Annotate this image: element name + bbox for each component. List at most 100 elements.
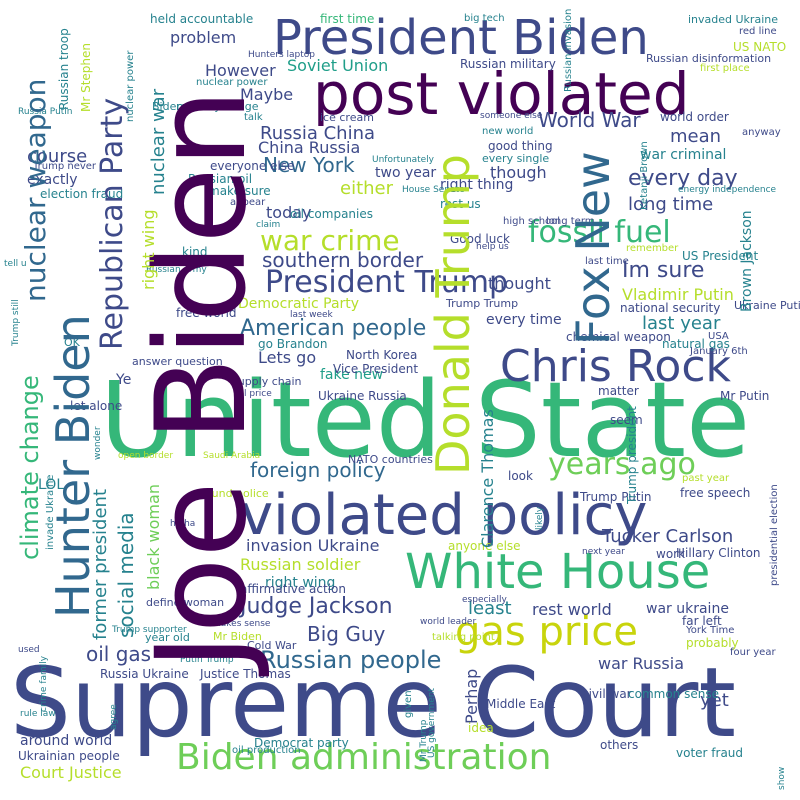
word-remember: last time xyxy=(585,256,629,267)
word-russian-soldier: Russian soldier xyxy=(240,555,361,574)
word-appear: everyone else xyxy=(210,159,295,173)
word-trump-putin: Trump Putin xyxy=(580,490,652,504)
word-russian-military: war ukraine xyxy=(646,601,729,617)
word-court-justice: Court Justice xyxy=(20,763,122,782)
word-talk: Biden family xyxy=(152,100,221,113)
word-oil-companies: oil companies xyxy=(290,207,373,221)
word-world-war: World War xyxy=(538,108,641,132)
word-supply-chain: answer question xyxy=(132,355,223,368)
word-donald-trump: Donald Trump xyxy=(426,154,480,475)
word-russian-troop: Russian troop xyxy=(57,28,71,110)
word-seem: seem xyxy=(610,413,643,427)
word-chris-rock: Chris Rock xyxy=(500,341,732,392)
word-make-sure: make sure xyxy=(208,184,271,198)
word-nuclear-power: nuclear power xyxy=(125,50,136,122)
word-voter-fraud: voter fraud xyxy=(676,746,744,760)
word-mr-stephen: Mr Stephen xyxy=(79,42,93,112)
word-fox-new: Fox New xyxy=(566,151,620,345)
word-violated-policy: violated policy xyxy=(240,483,648,548)
word-united-state: United State xyxy=(100,359,751,481)
word-biden-family: regime change xyxy=(176,100,259,113)
word-invaded-ukraine: invaded Ukraine xyxy=(688,13,778,26)
word-usa: Ukraine Putin xyxy=(734,299,800,312)
word-election-fraud: Russia Putin xyxy=(18,107,73,117)
word-putin-trump: makes sense xyxy=(212,619,271,629)
word-trump-president: Trump president xyxy=(625,406,639,504)
word-yet: yet xyxy=(700,690,729,711)
word-idea: idea xyxy=(468,721,494,735)
word-ukraine-russia: Ukraine Russia xyxy=(318,389,407,403)
word-president-biden: President Biden xyxy=(273,10,649,66)
word-two-year: two year xyxy=(375,165,437,181)
word-vice-president: Vice President xyxy=(333,362,419,376)
word-used: rule law xyxy=(20,709,56,719)
word-anyone-else: anyone else xyxy=(448,539,521,553)
word-civil-war: civil war xyxy=(582,687,632,701)
word-im-sure: Im sure xyxy=(622,258,705,283)
word-nuclear-weapon: nuclear weapon xyxy=(19,78,52,302)
word-vladimir-putin: Vladimir Putin xyxy=(622,285,734,304)
word-mr-trump: given xyxy=(403,690,414,718)
word-war-russia: war Russia xyxy=(598,654,685,673)
word-north-korea: North Korea xyxy=(346,348,418,362)
word-long-time: long time xyxy=(628,194,714,215)
word-rule-law: crime family xyxy=(39,655,49,712)
word-lol: LOL xyxy=(38,477,65,493)
word-tucker-carlson: Tucker Carlson xyxy=(602,526,734,547)
word-makes-sense: Trump supporter xyxy=(112,625,187,635)
word-last-week: January 6th xyxy=(690,346,748,357)
word-today: today xyxy=(266,203,312,222)
word-biden-administration: Biden administration xyxy=(176,737,552,778)
word-someone-else: ice cream xyxy=(320,111,374,124)
word-oil-price: supply chain xyxy=(232,375,302,388)
word-ukraine-putin: Trump Trump xyxy=(446,297,519,310)
word-ketanji-brown: Ketanji Brown xyxy=(639,141,650,210)
word-russian-people: Russian people xyxy=(260,646,442,674)
word-far-left: far left xyxy=(682,614,722,628)
word-russian-army: instead xyxy=(174,257,211,268)
word-every-day: every day xyxy=(628,166,738,191)
word-russia-china: Russia China xyxy=(260,123,376,144)
word-nuclear-war: nuclear war xyxy=(148,88,169,195)
word-supreme-court: Supreme Court xyxy=(10,647,736,759)
word-good-luck: claim xyxy=(256,220,281,230)
word-problem: problem xyxy=(170,28,237,47)
word-national-security: national security xyxy=(620,301,721,315)
word-help-us: remember xyxy=(626,243,679,254)
word-war-crime: war crime xyxy=(260,224,400,257)
word-social-media: social media xyxy=(114,512,138,638)
word-ukrainian-people: Ukrainian people xyxy=(18,749,120,763)
word-lets-go: Russian military xyxy=(460,57,556,71)
word-climate-change: climate change xyxy=(16,375,44,560)
word-agree: oil production xyxy=(232,745,301,756)
word-energy-independence: show xyxy=(777,766,787,790)
word-nato-countries: Saudi Arabia xyxy=(203,451,261,461)
word-post-violated: post violated xyxy=(313,60,690,128)
word-common-sense: common sense xyxy=(628,687,719,701)
word-exactly: exactly xyxy=(27,172,78,188)
word-former-president: former president xyxy=(90,488,111,640)
word-define-woman: define woman xyxy=(146,596,225,609)
word-invade-ukraine: world leader xyxy=(420,617,477,627)
word-likely: NATO countries xyxy=(348,453,433,466)
word-open-border: wonder xyxy=(93,426,103,460)
word-probably: probably xyxy=(686,636,739,650)
word-instead: kind xyxy=(182,245,208,259)
word-work: work xyxy=(656,547,686,561)
word-democratic-party: Democratic Party xyxy=(238,296,360,312)
word-mr-putin: Mr Putin xyxy=(720,389,770,403)
word-go-brandon: go Brandon xyxy=(258,337,328,351)
word-russia-ukraine: Russia Ukraine xyxy=(100,667,189,681)
word-russian-disinformation: Russian disinformation xyxy=(646,52,772,65)
word-new-world: someone else xyxy=(480,111,543,121)
word-years-ago: years ago xyxy=(548,447,696,482)
word-house-senate: Unfortunately xyxy=(372,155,435,165)
word-rest-world: rest world xyxy=(532,600,612,619)
word-hunters-laptop: presidential election xyxy=(769,484,780,586)
word-brown-jackson: Brown Jackson xyxy=(739,210,755,312)
word-invasion-ukraine: invasion Ukraine xyxy=(246,536,380,555)
word-cold-war: Cold War xyxy=(247,639,297,652)
word-war-ukraine: right wing xyxy=(265,575,336,591)
word-kind: Good luck xyxy=(450,232,510,246)
